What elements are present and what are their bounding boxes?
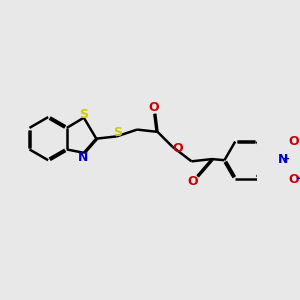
Text: O: O [172, 142, 183, 155]
Text: +: + [282, 154, 290, 164]
Text: -: - [296, 172, 300, 185]
Text: O: O [149, 101, 159, 114]
Text: S: S [79, 109, 88, 122]
Text: S: S [113, 127, 122, 140]
Text: O: O [288, 173, 299, 186]
Text: O: O [288, 135, 299, 148]
Text: O: O [188, 175, 198, 188]
Text: N: N [278, 153, 289, 166]
Text: N: N [77, 151, 88, 164]
